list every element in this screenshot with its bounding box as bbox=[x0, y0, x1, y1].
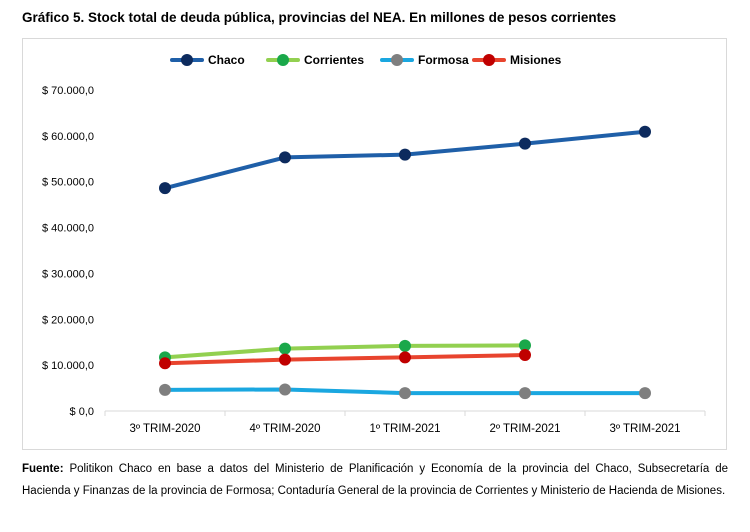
data-point-formosa bbox=[159, 383, 171, 396]
y-tick-label: $ 30.000,0 bbox=[42, 268, 94, 280]
legend-label-corrientes: Corrientes bbox=[304, 53, 364, 67]
data-point-misiones bbox=[399, 351, 411, 364]
data-point-misiones bbox=[279, 353, 291, 366]
legend-label-chaco: Chaco bbox=[208, 53, 245, 67]
chart-title: Gráfico 5. Stock total de deuda pública,… bbox=[22, 10, 617, 25]
x-tick-label: 3º TRIM-2021 bbox=[609, 423, 680, 435]
legend-label-misiones: Misiones bbox=[510, 53, 562, 67]
chart-frame bbox=[22, 38, 727, 450]
data-point-corrientes bbox=[399, 339, 411, 352]
data-point-misiones bbox=[159, 357, 171, 370]
legend-marker-chaco bbox=[181, 54, 193, 66]
data-point-formosa bbox=[519, 387, 531, 400]
data-point-chaco bbox=[279, 151, 291, 164]
legend-label-formosa: Formosa bbox=[418, 53, 469, 67]
data-point-chaco bbox=[519, 137, 531, 150]
y-tick-label: $ 40.000,0 bbox=[42, 223, 94, 235]
data-point-chaco bbox=[639, 125, 651, 138]
data-point-formosa bbox=[639, 387, 651, 400]
data-point-corrientes bbox=[519, 339, 531, 352]
y-tick-label: $ 50.000,0 bbox=[42, 177, 94, 189]
y-tick-label: $ 0,0 bbox=[70, 406, 94, 418]
data-point-formosa bbox=[279, 383, 291, 396]
y-tick-label: $ 60.000,0 bbox=[42, 131, 94, 143]
x-tick-label: 1º TRIM-2021 bbox=[369, 423, 440, 435]
source-note: Fuente: Politikon Chaco en base a datos … bbox=[22, 458, 728, 502]
y-tick-label: $ 20.000,0 bbox=[42, 314, 94, 326]
data-point-chaco bbox=[159, 182, 171, 195]
source-text: Politikon Chaco en base a datos del Mini… bbox=[22, 463, 728, 497]
legend-marker-formosa bbox=[391, 54, 403, 66]
data-point-formosa bbox=[399, 387, 411, 400]
legend-marker-corrientes bbox=[277, 54, 289, 66]
series-line-misiones bbox=[163, 353, 527, 366]
x-tick-label: 3º TRIM-2020 bbox=[129, 423, 200, 435]
y-tick-label: $ 70.000,0 bbox=[42, 85, 94, 97]
legend-marker-misiones bbox=[483, 54, 495, 66]
data-point-chaco bbox=[399, 148, 411, 161]
series-line-corrientes bbox=[163, 343, 527, 360]
x-tick-label: 2º TRIM-2021 bbox=[489, 423, 560, 435]
y-tick-label: $ 10.000,0 bbox=[42, 360, 94, 372]
x-tick-label: 4º TRIM-2020 bbox=[249, 423, 320, 435]
data-point-corrientes bbox=[279, 342, 291, 355]
data-point-misiones bbox=[519, 349, 531, 362]
source-label: Fuente: bbox=[22, 463, 64, 475]
